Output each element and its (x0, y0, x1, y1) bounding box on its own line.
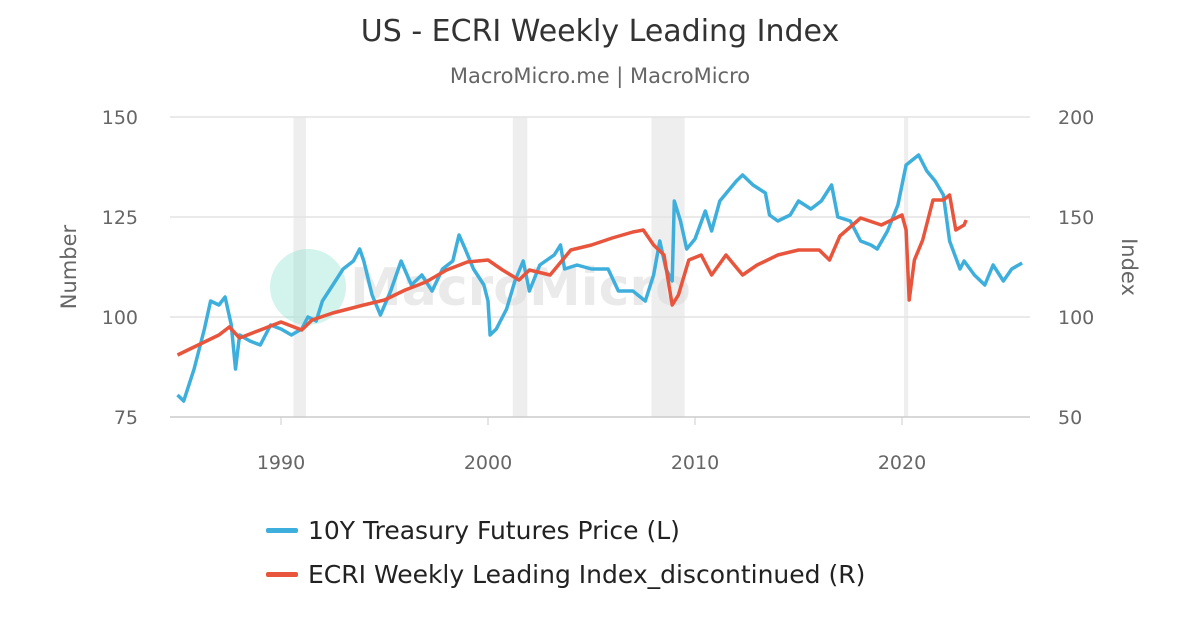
legend-label-ecri: ECRI Weekly Leading Index_discontinued (… (308, 559, 866, 589)
x-tick-label: 2000 (464, 452, 512, 474)
series-line-treasury (176, 153, 1023, 403)
y-right-tick-label: 200 (1058, 107, 1094, 129)
y-right-tick-label: 100 (1058, 307, 1094, 329)
y-left-tick-label: 75 (114, 407, 138, 429)
legend-item-ecri[interactable]: ECRI Weekly Leading Index_discontinued (… (266, 552, 865, 596)
legend-swatch-treasury (266, 527, 298, 533)
legend-label-treasury: 10Y Treasury Futures Price (L) (308, 515, 680, 545)
x-tick-label: 1990 (257, 452, 305, 474)
legend: 10Y Treasury Futures Price (L) ECRI Week… (266, 508, 865, 596)
y-right-tick-label: 150 (1058, 207, 1094, 229)
y-left-tick-label: 125 (102, 207, 138, 229)
y-right-tick-label: 50 (1058, 407, 1082, 429)
chart-subtitle: MacroMicro.me | MacroMicro (449, 64, 751, 88)
y-left-tick-label: 150 (102, 107, 138, 129)
legend-swatch-ecri (266, 571, 298, 577)
x-tick-label: 2010 (671, 452, 719, 474)
legend-item-treasury[interactable]: 10Y Treasury Futures Price (L) (266, 508, 865, 552)
y-right-axis-label: Index (1117, 238, 1141, 296)
series-line-ecri (176, 193, 968, 357)
chart-title: US - ECRI Weekly Leading Index (360, 14, 840, 49)
x-tick-label: 2020 (878, 452, 926, 474)
watermark-logo-icon (270, 249, 346, 325)
y-left-tick-label: 100 (102, 307, 138, 329)
recession-band (293, 117, 306, 417)
recession-band (651, 117, 685, 417)
y-left-axis-label: Number (57, 224, 81, 309)
